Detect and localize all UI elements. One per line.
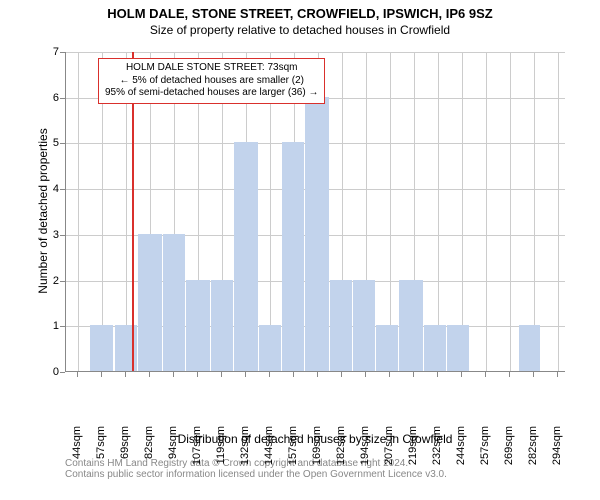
y-tick-label: 3 [35,229,59,241]
x-tick-label: 144sqm [263,426,275,474]
gridline-v [510,52,511,371]
gridline-h [66,52,565,53]
histogram-bar [424,325,446,371]
gridline-v [390,52,391,371]
y-tick-mark [60,235,65,236]
x-tick-label: 219sqm [407,426,419,474]
y-tick-mark [60,98,65,99]
x-tick-mark [509,372,510,377]
x-tick-label: 282sqm [527,426,539,474]
histogram-bar [447,325,469,371]
x-tick-mark [77,372,78,377]
y-tick-label: 7 [35,46,59,58]
histogram-bar [186,280,210,371]
histogram-bar [259,325,281,371]
histogram-bar [282,142,304,371]
x-tick-mark [317,372,318,377]
gridline-v [438,52,439,371]
y-tick-label: 0 [35,366,59,378]
x-tick-mark [461,372,462,377]
gridline-v [462,52,463,371]
x-tick-label: 132sqm [239,426,251,474]
y-tick-mark [60,372,65,373]
y-tick-mark [60,189,65,190]
x-tick-label: 119sqm [215,426,227,474]
x-tick-label: 194sqm [359,426,371,474]
x-tick-mark [413,372,414,377]
y-tick-mark [60,143,65,144]
x-tick-label: 294sqm [551,426,563,474]
x-tick-label: 182sqm [335,426,347,474]
histogram-bar [234,142,258,371]
y-tick-mark [60,281,65,282]
histogram-bar [399,280,423,371]
callout-line-2: ← 5% of detached houses are smaller (2) [105,75,318,88]
histogram-bar [163,234,185,371]
x-tick-label: 107sqm [191,426,203,474]
x-tick-mark [101,372,102,377]
histogram-bar [353,280,375,371]
y-tick-mark [60,326,65,327]
x-tick-label: 69sqm [119,426,131,474]
x-tick-mark [341,372,342,377]
x-tick-label: 82sqm [143,426,155,474]
x-tick-label: 57sqm [95,426,107,474]
y-tick-label: 4 [35,183,59,195]
x-tick-mark [269,372,270,377]
chart-container: HOLM DALE, STONE STREET, CROWFIELD, IPSW… [0,0,600,500]
x-tick-label: 94sqm [167,426,179,474]
x-tick-label: 169sqm [311,426,323,474]
y-tick-label: 5 [35,137,59,149]
x-tick-mark [557,372,558,377]
callout-line-1: HOLM DALE STONE STREET: 73sqm [105,62,318,75]
y-tick-label: 6 [35,92,59,104]
x-tick-label: 157sqm [287,426,299,474]
histogram-bar [211,280,233,371]
histogram-bar [138,234,162,371]
x-tick-mark [149,372,150,377]
histogram-bar [376,325,398,371]
x-tick-mark [125,372,126,377]
callout-line-3: 95% of semi-detached houses are larger (… [105,87,318,100]
x-tick-mark [533,372,534,377]
x-tick-label: 257sqm [479,426,491,474]
y-tick-label: 2 [35,275,59,287]
histogram-bar [305,97,329,371]
histogram-bar [519,325,541,371]
x-tick-label: 269sqm [503,426,515,474]
x-tick-label: 244sqm [455,426,467,474]
x-tick-mark [293,372,294,377]
gridline-v [486,52,487,371]
x-tick-mark [197,372,198,377]
x-tick-mark [245,372,246,377]
page-subtitle: Size of property relative to detached ho… [0,21,600,37]
plot-area: HOLM DALE STONE STREET: 73sqm← 5% of det… [65,52,565,372]
x-tick-mark [221,372,222,377]
callout-box: HOLM DALE STONE STREET: 73sqm← 5% of det… [98,58,325,104]
gridline-v [558,52,559,371]
page-title: HOLM DALE, STONE STREET, CROWFIELD, IPSW… [0,0,600,21]
x-tick-mark [173,372,174,377]
x-tick-label: 207sqm [383,426,395,474]
y-tick-label: 1 [35,320,59,332]
x-tick-mark [365,372,366,377]
x-tick-mark [389,372,390,377]
y-tick-mark [60,52,65,53]
histogram-bar [90,325,114,371]
histogram-bar [330,280,352,371]
gridline-v [78,52,79,371]
x-tick-mark [485,372,486,377]
x-tick-label: 232sqm [431,426,443,474]
x-tick-label: 44sqm [71,426,83,474]
y-axis-label: Number of detached properties [36,81,50,341]
x-tick-mark [437,372,438,377]
gridline-v [534,52,535,371]
